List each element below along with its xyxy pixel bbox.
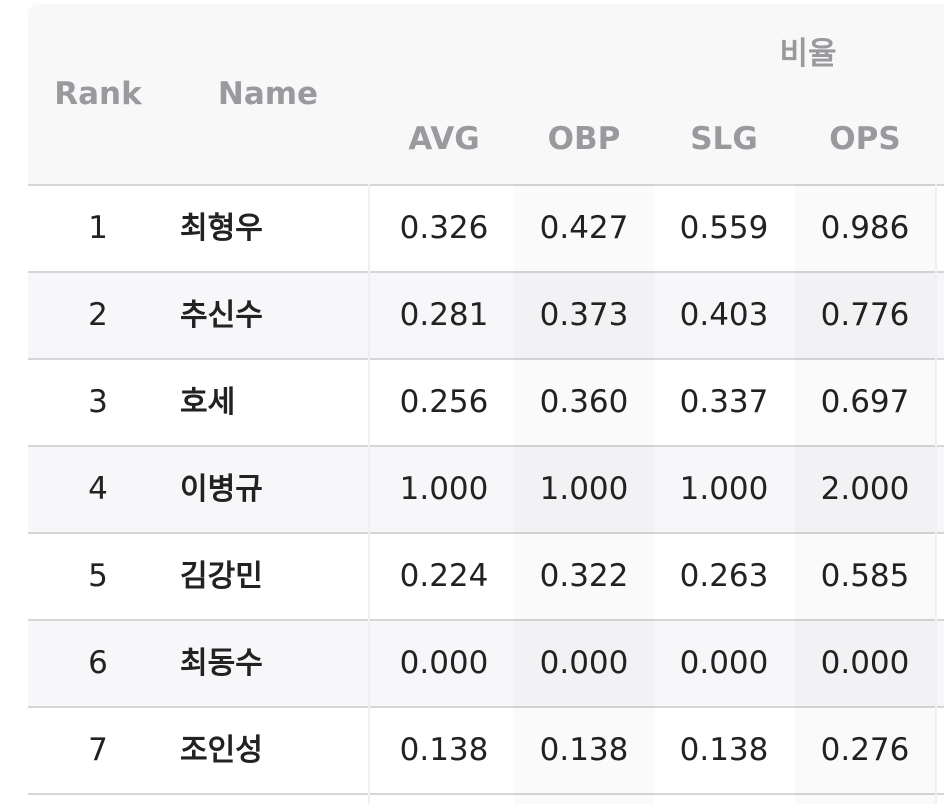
header-name[interactable]: Name	[217, 76, 319, 112]
table-row[interactable]: 2 추신수 0.281 0.373 0.403 0.776	[28, 273, 944, 360]
player-name-cell: 호세	[180, 385, 236, 420]
header-ops[interactable]: OPS	[829, 121, 901, 157]
player-name-cell: 김강민	[180, 559, 263, 594]
player-name-cell: 최형우	[180, 211, 263, 246]
avg-cell: 1.000	[399, 471, 489, 507]
obp-cell: 1.000	[539, 471, 629, 507]
table-row[interactable]: 3 호세 0.256 0.360 0.337 0.697	[28, 360, 944, 447]
header-avg[interactable]: AVG	[408, 121, 480, 157]
rank-cell: 4	[88, 471, 108, 507]
player-name-cell: 조인성	[180, 733, 263, 768]
avg-cell: 0.281	[399, 297, 489, 333]
table-row[interactable]: 1 최형우 0.326 0.427 0.559 0.986	[28, 186, 944, 273]
header-rank[interactable]: Rank	[54, 76, 142, 112]
stats-table: 비율 Rank Name AVG OBP SLG OPS 1 최형우 0.326 0.…	[28, 4, 944, 804]
ops-cell: 0.697	[820, 384, 910, 420]
ops-cell: 0.000	[820, 645, 910, 681]
avg-cell: 0.224	[399, 558, 489, 594]
obp-cell: 0.373	[539, 297, 629, 333]
slg-cell: 0.337	[679, 384, 769, 420]
rank-cell: 1	[88, 210, 108, 246]
table-header: 비율 Rank Name AVG OBP SLG OPS	[28, 4, 944, 186]
avg-cell: 0.138	[399, 732, 489, 768]
rank-cell: 7	[88, 732, 108, 768]
slg-cell: 0.559	[679, 210, 769, 246]
obp-cell: 0.360	[539, 384, 629, 420]
slg-cell: 0.000	[679, 645, 769, 681]
slg-cell: 0.263	[679, 558, 769, 594]
rank-cell: 5	[88, 558, 108, 594]
avg-cell: 0.000	[399, 645, 489, 681]
player-name-cell: 이병규	[180, 472, 263, 507]
header-slg[interactable]: SLG	[690, 121, 758, 157]
player-name-cell: 추신수	[180, 298, 263, 333]
avg-cell: 0.256	[399, 384, 489, 420]
rank-cell: 6	[88, 645, 108, 681]
table-row[interactable]: 4 이병규 1.000 1.000 1.000 2.000	[28, 447, 944, 534]
slg-cell: 0.138	[679, 732, 769, 768]
table-row[interactable]: 5 김강민 0.224 0.322 0.263 0.585	[28, 534, 944, 621]
table-row[interactable]: 6 최동수 0.000 0.000 0.000 0.000	[28, 621, 944, 708]
obp-cell: 0.427	[539, 210, 629, 246]
avg-cell: 0.326	[399, 210, 489, 246]
obp-cell: 0.138	[539, 732, 629, 768]
ops-cell: 0.585	[820, 558, 910, 594]
ops-cell: 2.000	[820, 471, 910, 507]
ops-cell: 0.986	[820, 210, 910, 246]
ops-cell: 0.276	[820, 732, 910, 768]
rank-cell: 2	[88, 297, 108, 333]
ops-cell: 0.776	[820, 297, 910, 333]
table-row[interactable]: 7 조인성 0.138 0.138 0.138 0.276	[28, 708, 944, 795]
player-name-cell: 최동수	[180, 646, 263, 681]
group-header-ratio: 비율	[779, 36, 837, 72]
slg-cell: 0.403	[679, 297, 769, 333]
slg-cell: 1.000	[679, 471, 769, 507]
obp-cell: 0.000	[539, 645, 629, 681]
rank-cell: 3	[88, 384, 108, 420]
header-obp[interactable]: OBP	[547, 121, 621, 157]
obp-cell: 0.322	[539, 558, 629, 594]
